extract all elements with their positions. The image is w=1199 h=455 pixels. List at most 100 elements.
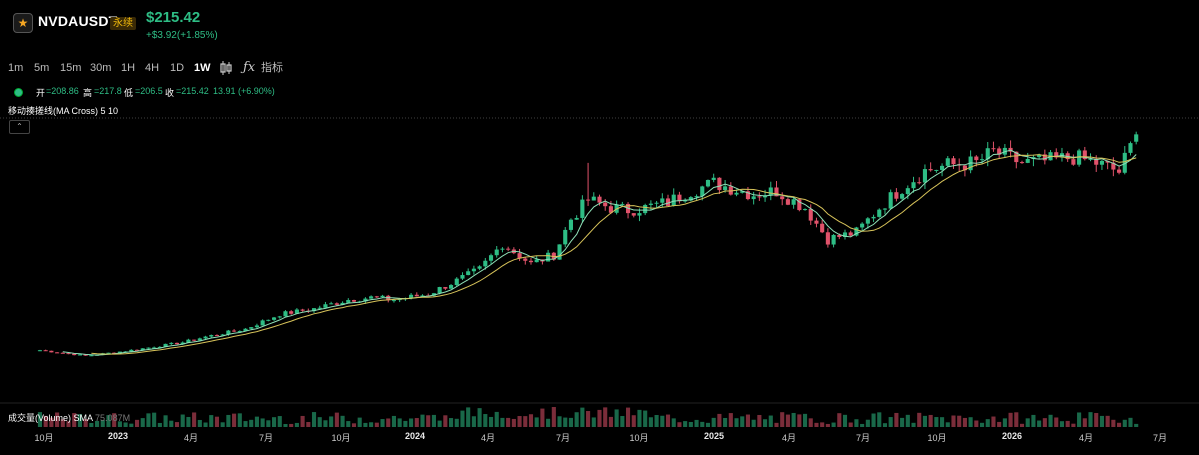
volume-bar <box>89 422 94 427</box>
volume-bar <box>620 416 625 427</box>
candle <box>1088 158 1093 160</box>
candle <box>922 169 927 183</box>
tf-1h[interactable]: 1H <box>121 62 136 74</box>
candle <box>700 186 705 197</box>
candle <box>277 316 282 318</box>
candle <box>66 353 71 355</box>
candle <box>117 351 122 354</box>
candle <box>494 249 499 256</box>
candle <box>1128 143 1133 153</box>
chart-header: ★ NVDAUSDT 永续 $215.42 +$3.92(+1.85%) <box>0 0 1199 52</box>
candle <box>905 188 910 195</box>
candle <box>934 169 939 171</box>
volume-bar <box>43 415 48 427</box>
close-value: =215.42 <box>176 86 209 96</box>
volume-bar <box>734 418 739 427</box>
candle <box>1122 152 1127 173</box>
volume-bar <box>55 412 60 427</box>
volume-bar <box>420 414 425 427</box>
low-value: =206.5 <box>135 86 163 96</box>
function-icon[interactable]: ƒx <box>243 60 256 75</box>
volume-bar <box>95 420 100 427</box>
timeframe-toolbar: 1m 5m 15m 30m 1H 4H 1D 1W ƒx 指标 <box>0 59 400 79</box>
indicator-button[interactable]: 指标 <box>261 62 283 74</box>
candle <box>272 317 277 320</box>
tf-1w[interactable]: 1W <box>194 62 211 74</box>
volume-bar <box>825 423 830 427</box>
volume-bar <box>997 421 1002 427</box>
volume-bar <box>311 412 317 427</box>
tf-4h[interactable]: 4H <box>145 62 160 74</box>
candle <box>723 186 728 191</box>
candle <box>825 232 830 245</box>
volume-bar <box>1014 412 1019 427</box>
candle <box>603 202 608 207</box>
candle <box>802 209 808 211</box>
candle <box>1037 154 1042 158</box>
volume-bar <box>66 421 71 427</box>
candle <box>55 352 60 354</box>
candle <box>517 253 522 259</box>
volume-bar <box>414 418 419 427</box>
volume-bar <box>1117 422 1122 427</box>
candle <box>991 148 996 150</box>
volume-bar <box>934 417 939 427</box>
volume-bar <box>374 422 379 427</box>
tf-1m[interactable]: 1m <box>8 62 24 74</box>
tf-15m[interactable]: 15m <box>60 62 82 74</box>
volume-bar <box>568 417 574 427</box>
axis-tick: 10月 <box>927 433 947 443</box>
axis-tick: 2026 <box>1001 431 1023 441</box>
tf-30m[interactable]: 30m <box>90 62 112 74</box>
volume-bar <box>586 411 591 427</box>
candle <box>1071 159 1076 165</box>
candle <box>888 192 893 209</box>
candle <box>705 179 711 187</box>
tf-5m[interactable]: 5m <box>34 62 50 74</box>
candle <box>460 275 465 279</box>
volume-bar <box>957 415 962 427</box>
candle <box>420 295 425 297</box>
candle <box>266 319 271 321</box>
candle <box>871 216 876 219</box>
candle <box>209 335 214 337</box>
candle <box>654 202 659 204</box>
candle <box>928 169 933 171</box>
candle <box>757 196 762 198</box>
tf-1d[interactable]: 1D <box>170 62 185 74</box>
volume-bar <box>391 415 397 427</box>
volume-bar <box>397 418 402 427</box>
star-icon[interactable]: ★ <box>13 13 33 33</box>
candle <box>454 278 459 286</box>
candle <box>671 194 676 206</box>
candlestick-icon[interactable] <box>219 60 233 81</box>
volume-bar <box>1111 419 1116 427</box>
candle <box>979 159 985 161</box>
volume-bar <box>483 414 488 427</box>
volume-bar <box>197 419 202 427</box>
chevron-up-icon[interactable]: ⌃ <box>9 120 30 134</box>
volume-bar <box>700 421 705 427</box>
ma-cross-label[interactable]: 移动揍搓线(MA Cross) 5 10 <box>8 106 119 116</box>
ma10-line <box>91 154 1137 355</box>
candle <box>323 304 328 308</box>
candle <box>89 355 94 357</box>
candle <box>768 187 773 196</box>
volume-bar <box>528 414 534 427</box>
volume-bar <box>677 422 682 427</box>
volume-bar <box>728 413 733 427</box>
volume-bar <box>688 421 693 427</box>
symbol-name[interactable]: NVDAUSDT <box>38 13 118 29</box>
volume-bar <box>169 420 174 427</box>
volume-bar <box>283 423 288 427</box>
volume-bar <box>654 414 659 427</box>
high-label: 高 <box>83 88 93 98</box>
candle <box>112 352 117 354</box>
price-chart[interactable] <box>0 114 1199 429</box>
candle <box>1099 160 1104 165</box>
ohlc-legend: 开 =208.86 高 =217.8 低 =206.5 收 =215.42 13… <box>0 85 400 101</box>
candle <box>780 196 785 200</box>
candle <box>351 300 357 302</box>
candle <box>226 330 231 335</box>
axis-tick: 7月 <box>258 433 274 443</box>
